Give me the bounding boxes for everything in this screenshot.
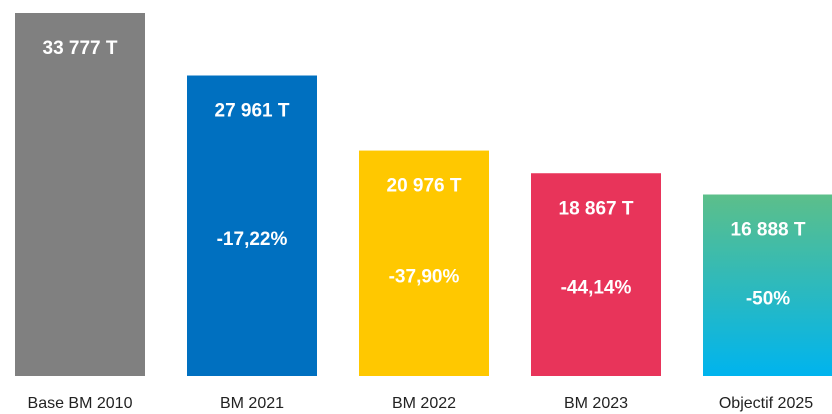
bar (531, 173, 661, 376)
bar (187, 75, 317, 377)
change-label: -44,14% (561, 278, 632, 299)
x-tick-label: BM 2023 (564, 395, 628, 412)
value-label: 16 888 T (731, 220, 806, 241)
bar (359, 150, 489, 376)
change-label: -17,22% (217, 229, 288, 250)
x-tick-label: Objectif 2025 (719, 395, 813, 412)
change-label: -50% (746, 288, 790, 309)
bar (15, 13, 145, 376)
value-label: 18 867 T (559, 198, 634, 219)
value-label: 20 976 T (387, 176, 462, 197)
bar (703, 194, 832, 376)
value-label: 27 961 T (215, 101, 290, 122)
value-label: 33 777 T (43, 38, 118, 59)
x-tick-label: BM 2022 (392, 395, 456, 412)
x-tick-label: BM 2021 (220, 395, 284, 412)
x-tick-label: Base BM 2010 (28, 395, 133, 412)
change-label: -37,90% (389, 266, 460, 287)
